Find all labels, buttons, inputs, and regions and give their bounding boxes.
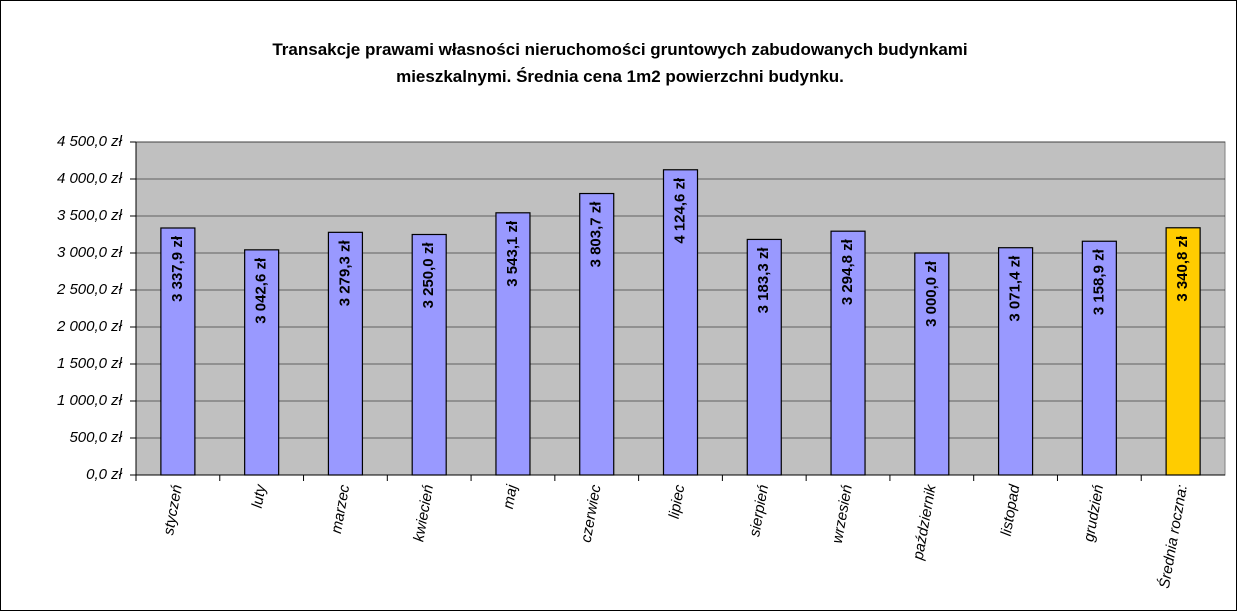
y-tick-label: 0,0 zł [86,466,123,483]
bar [1081,240,1117,476]
bar [579,192,615,476]
y-tick-label: 4 000,0 zł [57,170,123,187]
value-label: 3 803,7 zł [588,201,605,268]
value-label: 3 250,0 zł [420,242,437,309]
value-label: 4 124,6 zł [671,177,688,244]
value-label: 3 183,3 zł [755,247,772,314]
value-label: 3 042,6 zł [253,257,270,324]
y-tick-label: 4 500,0 zł [57,133,123,150]
x-tick-label: maj [500,483,521,510]
bar [1165,227,1201,476]
y-tick-label: 3 000,0 zł [57,244,123,261]
y-tick-label: 2 000,0 zł [56,318,123,335]
value-label: 3 158,9 zł [1090,248,1107,315]
y-tick-label: 2 500,0 zł [56,281,123,298]
value-label: 3 337,9 zł [169,235,186,302]
value-label: 3 294,8 zł [839,238,856,305]
value-label: 3 543,1 zł [504,220,521,287]
value-label: 3 071,4 zł [1007,255,1024,322]
value-label: 3 000,0 zł [923,260,940,327]
bar [746,238,782,476]
x-tick-label: lipiec [666,483,689,520]
bar [411,233,447,476]
value-label: 3 279,3 zł [336,240,353,307]
y-tick-label: 1 500,0 zł [57,355,123,372]
y-tick-label: 3 500,0 zł [57,207,123,224]
bar [244,249,280,476]
value-label: 3 340,8 zł [1174,235,1191,302]
bar [662,169,699,476]
x-tick-label: luty [249,482,270,509]
bar [160,227,196,476]
bar [997,247,1034,476]
bar [495,212,531,476]
y-tick-label: 500,0 zł [69,429,122,446]
bar [830,230,866,476]
y-tick-label: 1 000,0 zł [57,392,123,409]
chart-title: Transakcje prawami własności nieruchomoś… [272,40,968,86]
bar [327,231,364,476]
bar [914,252,950,476]
